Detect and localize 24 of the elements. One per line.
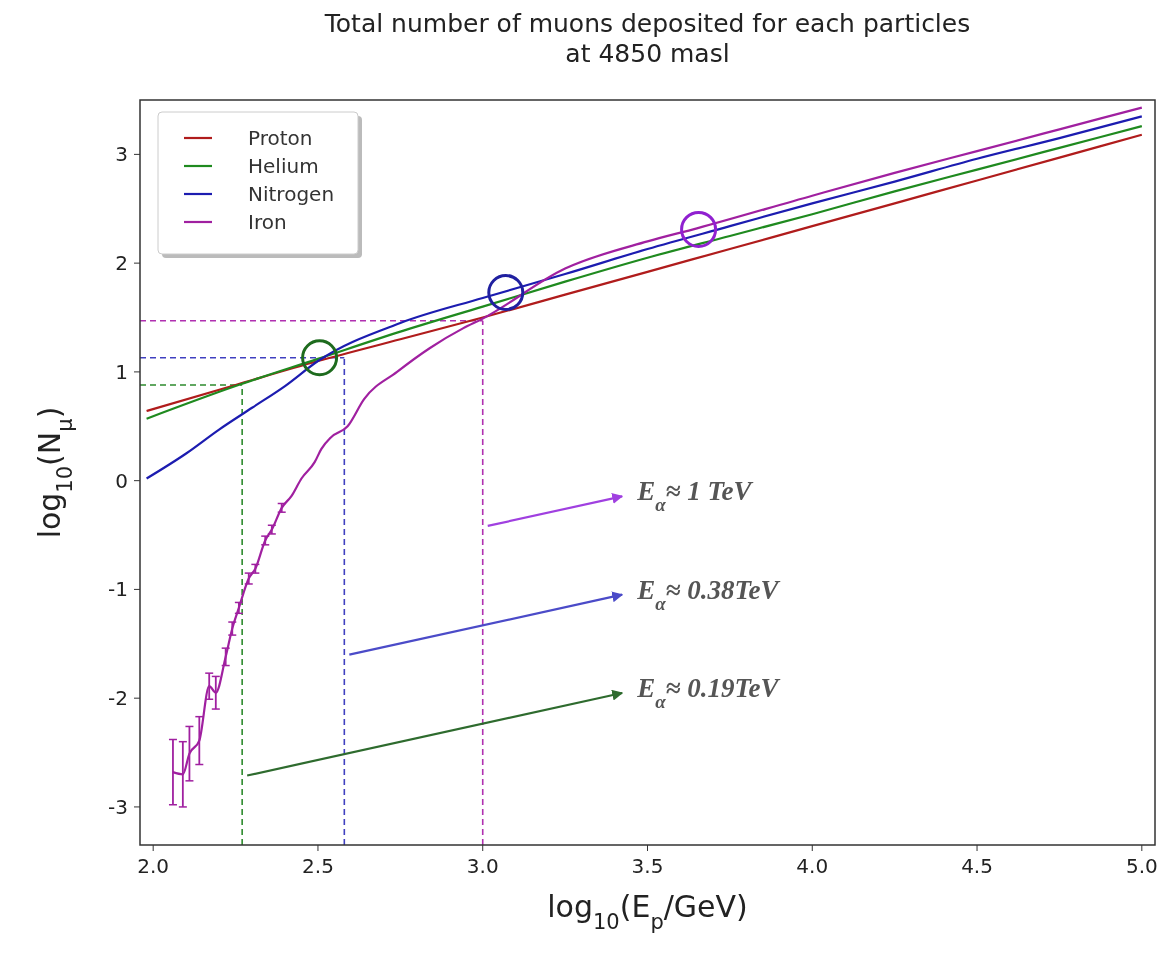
x-tick-label: 4.5 bbox=[961, 854, 993, 878]
legend-label: Iron bbox=[248, 210, 287, 234]
line-series bbox=[145, 115, 1143, 480]
annotation: E$_{α}$≈ 1 TeV bbox=[636, 476, 754, 515]
legend-label: Nitrogen bbox=[248, 182, 335, 206]
annotation: E$_{α}$≈ 0.38TeV bbox=[636, 574, 781, 614]
y-tick-label: -1 bbox=[108, 577, 128, 602]
y-tick-label: -2 bbox=[108, 686, 128, 711]
y-tick-label: 1 bbox=[115, 359, 128, 384]
x-tick-label: 2.0 bbox=[137, 854, 170, 878]
chart-title: Total number of muons deposited for each particles at 4850 masl bbox=[323, 9, 971, 68]
y-tick-label: 3 bbox=[115, 142, 128, 167]
x-tick-label: 4.0 bbox=[796, 854, 829, 878]
legend-label: Helium bbox=[248, 154, 319, 178]
legend-label: Proton bbox=[248, 126, 313, 150]
x-tick-label: 5.0 bbox=[1125, 854, 1158, 878]
y-tick-label: -3 bbox=[108, 794, 128, 819]
x-tick-label: 3.0 bbox=[466, 854, 499, 878]
y-tick-label: 2 bbox=[115, 251, 128, 276]
annotation: E$_{α}$≈ 0.19TeV bbox=[636, 673, 781, 712]
y-tick-label: 0 bbox=[115, 468, 128, 493]
x-axis-title: log$_{10}$(E$_{p}$/GeV) bbox=[547, 889, 748, 934]
x-tick-label: 2.5 bbox=[302, 854, 334, 878]
x-tick-label: 3.5 bbox=[631, 854, 664, 878]
